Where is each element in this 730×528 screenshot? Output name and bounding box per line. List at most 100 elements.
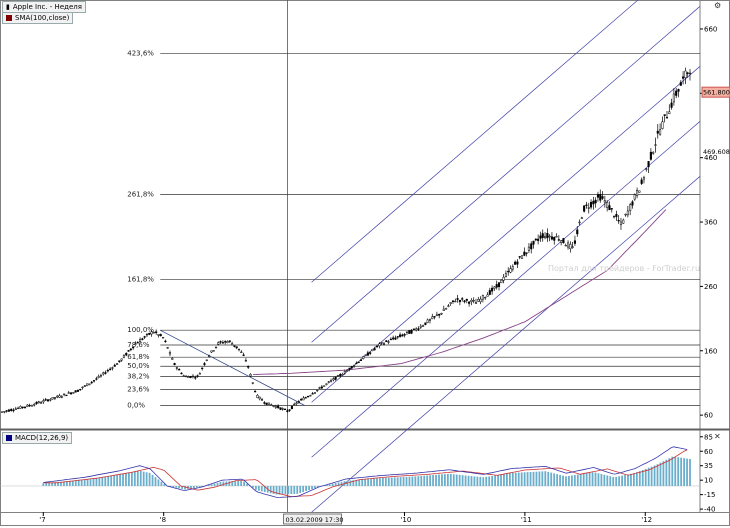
candle-body [528, 247, 530, 250]
macd-histogram-bar [110, 476, 112, 486]
macd-histogram-bar [234, 481, 236, 486]
macd-legend[interactable]: MACD(12,26,9) [2, 432, 72, 444]
candle-body [413, 329, 415, 330]
macd-histogram-bar [296, 486, 298, 494]
settings-icon[interactable]: ⚙ [714, 1, 721, 10]
macd-histogram-bar [426, 475, 428, 485]
candle-body [234, 346, 236, 347]
macd-histogram-bar [536, 472, 538, 486]
macd-histogram-bar [444, 474, 446, 486]
candle-body [535, 239, 537, 240]
candle-body [471, 300, 473, 302]
candle-body [185, 376, 187, 377]
macd-histogram-bar [509, 473, 511, 486]
candle-body [344, 371, 346, 373]
candle-body [484, 297, 486, 298]
candle-body [358, 362, 360, 363]
candle-body [618, 220, 620, 221]
macd-histogram-bar [462, 475, 464, 486]
macd-histogram-bar [116, 475, 118, 486]
candle-body [169, 352, 171, 354]
sma-legend-label: SMA(100,close) [15, 14, 69, 22]
macd-histogram-bar [683, 458, 685, 486]
candle-body [178, 369, 180, 370]
candle-body [158, 334, 160, 335]
macd-y-tick-label: -15 [704, 491, 715, 499]
candle-body [478, 299, 480, 301]
candle-body [305, 397, 307, 398]
candle-body [675, 91, 677, 96]
macd-histogram-bar [282, 486, 284, 494]
candle-body [17, 408, 19, 409]
candle-body [395, 338, 397, 339]
candle-body [346, 370, 348, 371]
candle-body [524, 252, 526, 255]
macd-histogram-bar [214, 484, 216, 486]
y-tick-label: 360 [704, 219, 717, 227]
macd-histogram-bar [128, 473, 130, 486]
macd-histogram-bar [606, 476, 608, 486]
macd-histogram-bar [624, 475, 626, 486]
candle-body [293, 404, 295, 405]
fib-level-label: 50,0% [127, 362, 150, 370]
candle-body [436, 315, 438, 316]
candle-body [438, 314, 440, 315]
candle-body [280, 408, 282, 410]
candle-body [298, 401, 300, 402]
candle-body [1, 412, 3, 413]
candle-body [572, 247, 574, 248]
candle-body [247, 366, 249, 367]
fibonacci-retracement[interactable]: 423,6%261,8%161,8%100,0%78,6%61,8%50,0%3… [127, 49, 700, 409]
macd-histogram-bar [299, 486, 301, 493]
macd-histogram-bar [367, 479, 369, 486]
close-icon[interactable]: ✕ [714, 432, 721, 441]
macd-histogram-bar [459, 475, 461, 486]
candle-body [220, 341, 222, 342]
candle-body [494, 287, 496, 289]
macd-histogram-bar [270, 486, 272, 493]
macd-histogram-bar [438, 475, 440, 486]
candle-body [183, 376, 185, 377]
macd-histogram-bar [447, 474, 449, 486]
candle-body [259, 397, 261, 399]
candle-body [581, 218, 583, 219]
candle-body [291, 406, 293, 408]
regression-channel[interactable] [312, 0, 700, 512]
candle-body [434, 316, 436, 317]
macd-histogram-bar [397, 477, 399, 486]
candle-body [611, 208, 613, 209]
sma-legend[interactable]: SMA(100,close) [2, 12, 73, 24]
candle-body [636, 190, 638, 196]
macd-histogram-bar [660, 463, 662, 486]
sma-layer [253, 210, 666, 375]
candle-body [685, 71, 687, 78]
macd-histogram-bar [506, 474, 508, 486]
candle-body [461, 299, 463, 300]
macd-histogram-bar [645, 469, 647, 486]
macd-histogram-bar [125, 473, 127, 486]
candle-body [10, 409, 12, 410]
macd-histogram-bar [494, 475, 496, 485]
candle-body [273, 406, 275, 407]
chart-title: Apple Inc. - Неделя [13, 3, 82, 11]
candle-body [31, 405, 33, 406]
candle-body [296, 403, 298, 404]
candle-body [326, 384, 328, 385]
macd-histogram-bar [42, 483, 44, 486]
macd-histogram-bar [553, 473, 555, 486]
candle-body [98, 376, 100, 377]
candle-body [556, 236, 558, 237]
candle-body [551, 237, 553, 239]
macd-histogram-bar [84, 479, 86, 486]
candle-body [570, 244, 572, 249]
candle-body [431, 317, 433, 319]
x-tick-label: '10 [400, 516, 411, 524]
candle-body [47, 400, 49, 401]
candle-body [8, 410, 10, 411]
candle-body [116, 364, 118, 365]
candle-body [114, 365, 116, 366]
price-box-label: 561.8000 [703, 89, 730, 97]
candle-body [625, 214, 627, 215]
